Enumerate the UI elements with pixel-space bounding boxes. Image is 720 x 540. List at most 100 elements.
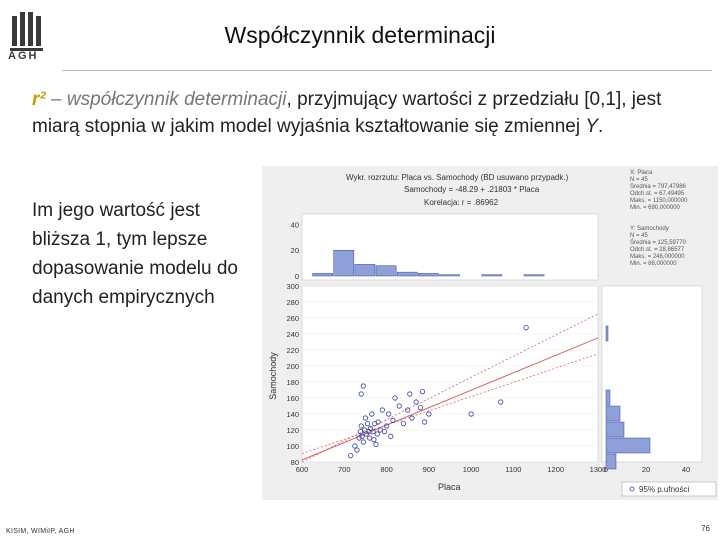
top-hist-bar (375, 265, 397, 277)
variable-y: Y (585, 116, 599, 137)
top-hist-tick: 0 (295, 272, 299, 281)
scatter-point (374, 431, 380, 437)
top-hist-bar (523, 274, 545, 277)
scatter-point (400, 421, 407, 427)
legend-label: 95% p.ufności (639, 485, 689, 494)
top-hist-bar (333, 249, 355, 277)
legend-marker (629, 486, 635, 492)
x-tick-label: 700 (338, 465, 351, 474)
scatter-points (348, 325, 529, 459)
scatter-point (523, 325, 529, 331)
top-hist-bar (439, 274, 460, 277)
y-tick-label: 220 (286, 346, 299, 355)
scatter-panel (301, 285, 599, 463)
x-tick-label: 1200 (547, 465, 564, 474)
right-hist-tick: 40 (682, 465, 690, 474)
figure-header-1: Wykr. rozrzutu: Placa vs. Samochody (BD … (346, 173, 569, 182)
top-hist-bar (312, 273, 333, 277)
right-hist-bar (605, 389, 611, 406)
logo-text: AGH (8, 50, 39, 62)
scatter-figure: Wykr. rozrzutu: Placa vs. Samochody (BD … (262, 166, 718, 500)
scatter-grid (302, 285, 598, 463)
scatter-point (360, 383, 366, 389)
scatter-chart-svg: Wykr. rozrzutu: Placa vs. Samochody (BD … (268, 170, 717, 497)
definition-paragraph: r² – współczynnik determinacji, przyjmuj… (32, 86, 692, 140)
confidence-lower (301, 353, 599, 454)
y-tick-label: 80 (291, 458, 299, 467)
y-tick-label: 100 (286, 442, 299, 451)
scatter-point (386, 411, 392, 417)
right-hist-bar (605, 437, 651, 454)
y-tick-label: 200 (286, 362, 299, 371)
y-tick-label: 120 (286, 426, 299, 435)
stats-x-line: Maks. = 1150,000000 (630, 198, 688, 204)
agh-logo (10, 12, 43, 51)
x-tick-label: 600 (296, 465, 309, 474)
stats-y-line: Maks. = 248,000000 (630, 254, 685, 260)
y-axis-label: Samochody (268, 352, 278, 400)
right-hist-tick: 20 (642, 465, 650, 474)
top-hist-bar (396, 271, 418, 277)
x-tick-label: 1300 (590, 465, 607, 474)
y-tick-label: 300 (286, 282, 299, 291)
scatter-point (390, 417, 396, 423)
top-hist-bar (418, 273, 439, 277)
confidence-upper (301, 313, 599, 463)
top-histogram: 40 20 0 (291, 220, 545, 281)
y-tick-label: 260 (286, 314, 299, 323)
scatter-point (388, 433, 394, 439)
scatter-point (348, 452, 354, 459)
top-hist-bar (481, 274, 503, 277)
x-tick-label: 1100 (505, 465, 521, 474)
x-tick-label: 1000 (463, 465, 480, 474)
scatter-point (370, 428, 376, 435)
scatter-point (359, 433, 365, 439)
figure-header-3: Korelacja: r = .86962 (424, 198, 499, 207)
y-tick-label: 140 (286, 410, 299, 419)
scatter-point (422, 419, 428, 425)
stats-y-line: Min. = 86,000000 (630, 261, 677, 267)
scatter-point (381, 428, 388, 435)
scatter-point (375, 419, 381, 425)
page-number: 76 (701, 524, 710, 533)
regression-line (301, 337, 599, 461)
period: . (598, 116, 604, 137)
scatter-point (409, 415, 415, 421)
scatter-point (358, 391, 364, 397)
title-divider (62, 70, 712, 71)
footer-source: KISIM, WIMiIP, AGH (6, 528, 75, 535)
scatter-point (413, 399, 419, 405)
stats-y-line: Y: Samochody (630, 226, 669, 232)
scatter-point (419, 389, 426, 395)
definition-text: , przyjmujący wartości z przedziału [0,1… (32, 89, 662, 137)
scatter-point (360, 439, 366, 445)
scatter-point (383, 423, 390, 429)
scatter-point (367, 425, 374, 431)
y-tick-labels: 80 100 120 140 160 180 200 220 240 260 280 300 (286, 282, 299, 467)
legend-box (621, 481, 717, 497)
stats-x-line: Srednia = 797,47986 (630, 184, 687, 190)
scatter-point (379, 407, 385, 413)
figure-header-2: Samochody = -48.29 + .21803 * Placa (404, 185, 540, 194)
right-hist-bar (605, 453, 617, 470)
right-hist-bar (605, 421, 625, 438)
scatter-point (373, 441, 379, 447)
scatter-point (498, 399, 504, 405)
stats-x-line: Min. = 690,000000 (630, 205, 681, 211)
scatter-point (352, 443, 358, 449)
stats-x-line: Odch.st. = 67,49495 (630, 191, 685, 197)
x-axis-label: Placa (438, 482, 461, 492)
term: współczynnik determinacji (66, 89, 287, 110)
scatter-point (356, 435, 362, 441)
scatter-point (468, 411, 474, 417)
y-tick-label: 180 (286, 378, 299, 387)
scatter-point (396, 403, 402, 409)
right-hist-bar (605, 325, 609, 342)
y-tick-label: 160 (286, 394, 299, 403)
scatter-point (426, 411, 432, 417)
top-hist-tick: 20 (291, 246, 299, 255)
scatter-point (364, 421, 371, 427)
interpretation-paragraph: Im jego wartość jest bliższa 1, tym leps… (32, 200, 238, 308)
scatter-point (405, 407, 411, 413)
